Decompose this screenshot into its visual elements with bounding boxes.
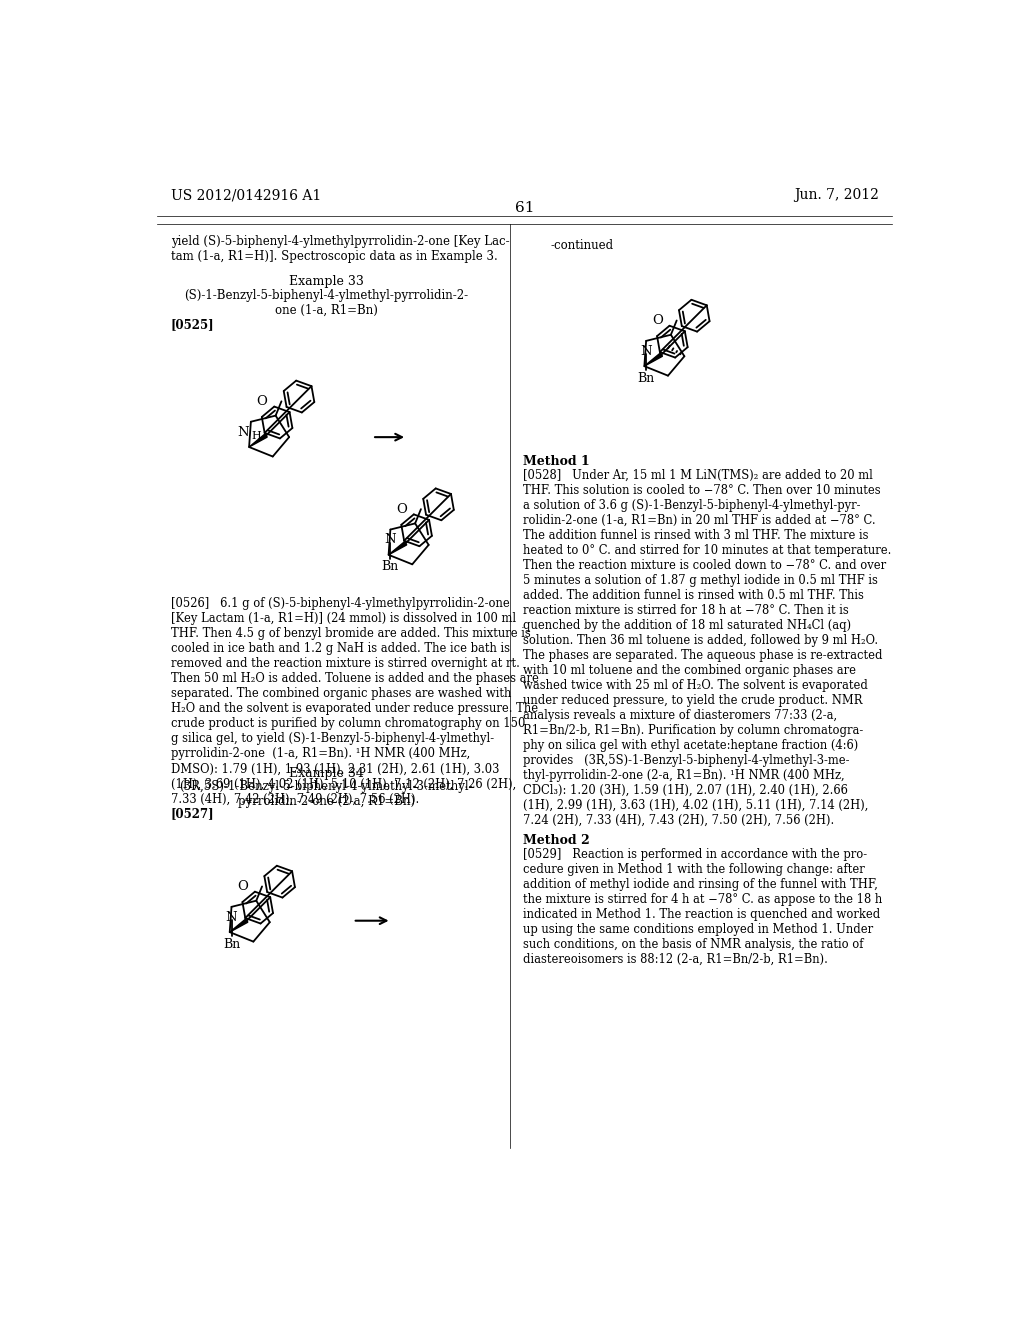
Text: O: O [652,314,663,327]
Polygon shape [229,919,248,932]
Text: N: N [237,425,249,438]
Text: O: O [257,395,267,408]
Text: [0527]: [0527] [171,808,214,821]
Text: yield (S)-5-biphenyl-4-ylmethylpyrrolidin-2-one [Key Lac-
tam (1-a, R1=H)]. Spec: yield (S)-5-biphenyl-4-ylmethylpyrrolidi… [171,235,509,264]
Text: O: O [396,503,407,516]
Text: O: O [238,880,248,892]
Text: US 2012/0142916 A1: US 2012/0142916 A1 [171,189,321,202]
Text: N: N [385,533,396,546]
Polygon shape [388,541,407,554]
Text: -continued: -continued [550,239,613,252]
Text: Bn: Bn [638,372,654,384]
Polygon shape [644,352,663,366]
Text: N: N [225,911,238,924]
Text: Bn: Bn [223,937,240,950]
Text: [0529]   Reaction is performed in accordance with the pro-
cedure given in Metho: [0529] Reaction is performed in accordan… [523,847,883,965]
Text: Example 34: Example 34 [289,767,364,780]
Text: N: N [640,345,652,358]
Text: Method 2: Method 2 [523,834,590,847]
Text: Bn: Bn [382,561,399,573]
Text: (S)-1-Benzyl-5-biphenyl-4-ylmethyl-pyrrolidin-2-
one (1-a, R1=Bn): (S)-1-Benzyl-5-biphenyl-4-ylmethyl-pyrro… [184,289,468,317]
Text: [0526]   6.1 g of (S)-5-biphenyl-4-ylmethylpyrrolidin-2-one
[Key Lactam (1-a, R1: [0526] 6.1 g of (S)-5-biphenyl-4-ylmethy… [171,597,539,805]
Text: Jun. 7, 2012: Jun. 7, 2012 [794,189,879,202]
Text: [0528]   Under Ar, 15 ml 1 M LiN(TMS)₂ are added to 20 ml
THF. This solution is : [0528] Under Ar, 15 ml 1 M LiN(TMS)₂ are… [523,469,892,826]
Text: [0525]: [0525] [171,318,214,331]
Text: Method 1: Method 1 [523,455,590,467]
Text: Example 33: Example 33 [289,276,364,289]
Polygon shape [249,434,267,447]
Text: H: H [252,432,261,441]
Text: (3R,5S)-1-Benzyl-5-biphenyl-4-ylmethyl-3-methyl-
pyrrolidin-2-one (2-a, R1=Bn): (3R,5S)-1-Benzyl-5-biphenyl-4-ylmethyl-3… [179,780,473,808]
Text: 61: 61 [515,202,535,215]
